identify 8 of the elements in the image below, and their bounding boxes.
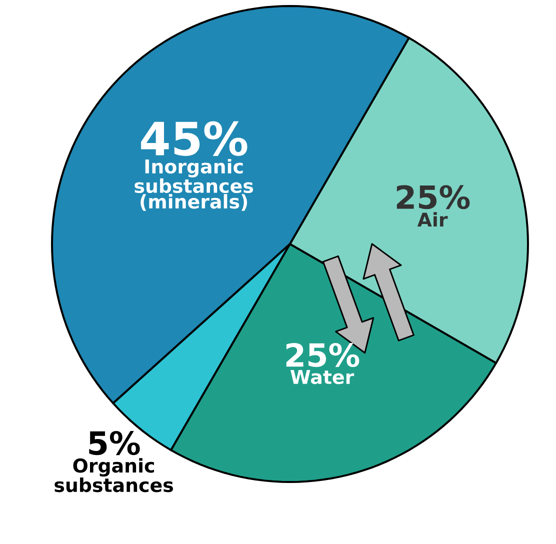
slice-label: Air	[417, 212, 448, 227]
data-label: 45%	[141, 121, 248, 156]
data-label: 5%	[89, 430, 140, 456]
slice-label: Water	[290, 370, 354, 384]
data-label: 25%	[396, 185, 470, 210]
slice-label: Inorganic substances (minerals)	[134, 158, 254, 211]
slice-label: Organic substances	[54, 458, 173, 492]
data-label: 25%	[286, 342, 360, 368]
